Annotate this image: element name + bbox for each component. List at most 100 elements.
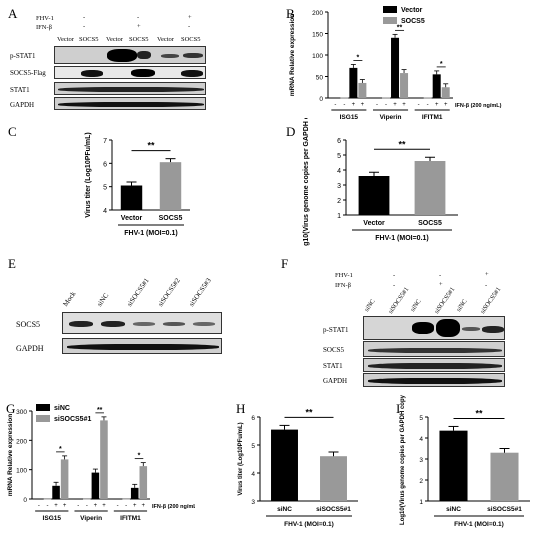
panel-label: B bbox=[286, 6, 295, 21]
band bbox=[67, 344, 219, 350]
significance-marker: ** bbox=[475, 408, 483, 418]
band bbox=[482, 326, 504, 333]
y-tick-label: 100 bbox=[16, 468, 27, 475]
chart-d: 1 2 3 4 5 6 Log10(Virus genome copies per GAPD… bbox=[303, 101, 458, 254]
group-label: ISG15 bbox=[43, 515, 62, 522]
band bbox=[412, 322, 434, 334]
y-tick-label: 3 bbox=[419, 457, 423, 464]
lane-label: siNC bbox=[455, 298, 469, 313]
significance-marker: * bbox=[59, 446, 62, 453]
band bbox=[133, 322, 155, 326]
x-axis-label: FHV-1 (MOI=0.1) bbox=[375, 235, 428, 242]
band bbox=[69, 321, 93, 327]
y-axis-label: mRNA Relative expression bbox=[7, 414, 14, 497]
band bbox=[107, 49, 137, 62]
blot-gapdh bbox=[363, 373, 505, 387]
sign: - bbox=[83, 14, 86, 21]
bar bbox=[423, 97, 432, 99]
bar bbox=[441, 87, 450, 98]
sign: - bbox=[393, 282, 396, 289]
y-tick-label: 5 bbox=[103, 185, 107, 192]
blot-label: SOCS5 bbox=[323, 346, 345, 354]
y-tick-label: 5 bbox=[337, 153, 341, 160]
bar bbox=[91, 472, 100, 499]
bar bbox=[331, 97, 340, 99]
band bbox=[368, 363, 502, 369]
band bbox=[368, 348, 502, 353]
row-label-ifn: IFN-β bbox=[335, 282, 351, 289]
treatment-sign: - bbox=[46, 503, 48, 509]
sign: - bbox=[485, 282, 488, 289]
blot-stat1 bbox=[363, 358, 505, 372]
panel-b: B 0 50 100 150 200 mRNA Relative expression - -… bbox=[278, 0, 550, 125]
x-tick-label: SOCS5 bbox=[159, 215, 183, 222]
bar bbox=[414, 161, 446, 215]
significance-marker: ** bbox=[398, 139, 406, 149]
bar bbox=[43, 498, 52, 500]
legend-swatch bbox=[36, 415, 50, 422]
bar bbox=[159, 162, 182, 210]
y-tick-label: 100 bbox=[312, 53, 323, 60]
x-tick-label: SOCS5 bbox=[418, 220, 442, 227]
blot-p-stat1 bbox=[363, 316, 505, 340]
treatment-sign: - bbox=[125, 503, 127, 509]
panel-d: D 1 2 3 4 5 6 Log10(Virus genome copies per GA… bbox=[278, 101, 550, 254]
blot-label: GAPDH bbox=[10, 101, 35, 109]
y-axis-label: Log10(Virus genome copies per GAPDH copy… bbox=[400, 395, 406, 525]
bar bbox=[349, 67, 358, 98]
panel-label: C bbox=[8, 124, 17, 139]
legend-swatch bbox=[383, 6, 397, 13]
band bbox=[131, 69, 155, 77]
sign: - bbox=[393, 272, 396, 279]
treatment-sign: - bbox=[343, 102, 345, 108]
y-tick-label: 2 bbox=[337, 198, 341, 205]
band bbox=[58, 87, 204, 92]
y-tick-label: 3 bbox=[337, 183, 341, 190]
y-tick-label: 6 bbox=[251, 415, 255, 422]
blot-label: p-STAT1 bbox=[10, 52, 36, 60]
blot-socs5 bbox=[363, 341, 505, 357]
lane-label: siSOCS5#1 bbox=[479, 286, 503, 315]
y-tick-label: 50 bbox=[316, 75, 324, 82]
y-tick-label: 7 bbox=[103, 138, 107, 145]
sign: - bbox=[188, 23, 191, 30]
treatment-sign: - bbox=[385, 102, 387, 108]
lane-label: SOCS5 bbox=[79, 36, 99, 43]
y-tick-label: 4 bbox=[419, 436, 423, 443]
x-tick-label: Vector bbox=[363, 220, 385, 227]
x-axis-label: FHV-1 (MOI=0.1) bbox=[454, 521, 504, 528]
x-tick-label: Vector bbox=[121, 215, 143, 222]
group-label: IFITM1 bbox=[120, 515, 141, 522]
row-label-ifn: IFN-β bbox=[36, 24, 52, 31]
bar bbox=[130, 487, 139, 499]
band bbox=[181, 70, 203, 77]
y-tick-label: 3 bbox=[251, 499, 255, 506]
group-label: ISG15 bbox=[340, 114, 359, 121]
treatment-sign: - bbox=[418, 102, 420, 108]
band bbox=[58, 102, 204, 107]
treatment-sign: + bbox=[402, 102, 406, 108]
panel-e: E Mock siNC siSOCS5#1 siSOCS5#2 siSOCS5#… bbox=[0, 250, 250, 370]
sign: - bbox=[439, 272, 442, 279]
sign: + bbox=[137, 23, 141, 30]
bar bbox=[35, 498, 43, 500]
significance-marker: * bbox=[440, 61, 443, 68]
y-axis-label: Log10(Virus genome copies per GAPDH copy… bbox=[303, 118, 310, 246]
blot-gapdh bbox=[54, 97, 206, 110]
bar bbox=[113, 498, 122, 500]
panel-c: C 4 5 6 7 Virus titer (Log10PFu/mL) Vector SOC… bbox=[0, 118, 270, 238]
panel-label: G bbox=[6, 401, 16, 416]
legend-label: Vector bbox=[401, 7, 423, 14]
panel-i: I 1 2 3 4 5 Log10(Virus genome copies per GAP… bbox=[390, 393, 550, 531]
bar bbox=[490, 452, 519, 501]
legend-label: siSOCS5#1 bbox=[54, 416, 91, 423]
legend-label: siNC bbox=[54, 405, 70, 412]
legend-swatch bbox=[383, 17, 397, 24]
bar bbox=[358, 82, 367, 98]
y-tick-label: 1 bbox=[419, 499, 423, 506]
treatment-sign: + bbox=[94, 503, 98, 509]
panel-label: I bbox=[396, 401, 401, 416]
blot-label: STAT1 bbox=[323, 362, 343, 370]
x-axis-label: FHV-1 (MOI=0.1) bbox=[124, 230, 177, 237]
